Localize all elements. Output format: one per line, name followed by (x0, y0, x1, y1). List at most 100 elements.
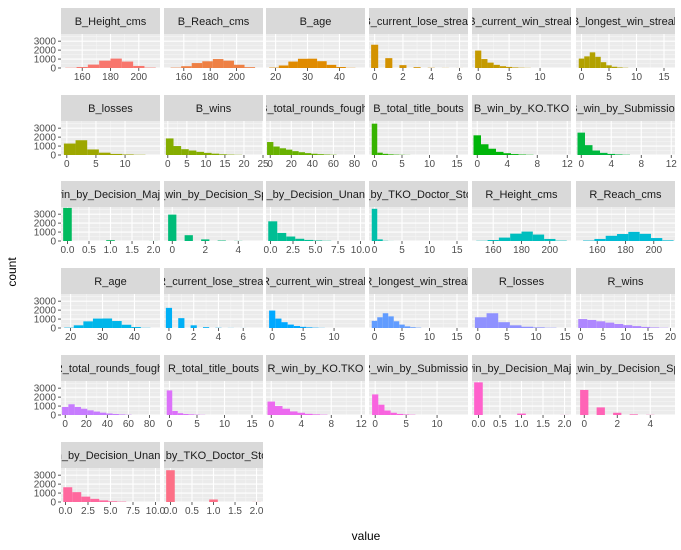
histogram-bar (166, 390, 173, 415)
x-tick-label: 0 (167, 419, 173, 430)
x-tick-label: 0 (372, 159, 378, 170)
histogram-bar (617, 67, 623, 68)
panel-background (369, 381, 468, 415)
y-tick-label: 3000 (34, 471, 57, 482)
facet-panel: R_win_by_Decision_Unanimous 0.0 2.5 5.0 7.5 1… (34, 442, 166, 517)
x-tick-label: 0 (269, 332, 275, 343)
histogram-bar (181, 149, 189, 155)
histogram-bar (110, 58, 122, 68)
histogram-bar (577, 132, 585, 155)
x-tick-label: 20 (65, 332, 77, 343)
facet-panel: B_win_by_Decision_Unanimous 0.0 2.5 5.0 7.5 1… (264, 181, 371, 256)
x-tick-label: 40 (129, 332, 141, 343)
x-tick-label: 0 (372, 245, 378, 256)
x-tick-label: 7.5 (331, 245, 345, 256)
x-tick-label: 5 (399, 332, 405, 343)
x-tick-label: 10 (535, 72, 547, 83)
histogram-bar (377, 239, 383, 241)
x-tick-label: 2.5 (81, 506, 95, 517)
x-tick-label: 5.0 (104, 506, 118, 517)
histogram-bar (474, 317, 487, 328)
facet-panel: R_current_win_streak 0 5 10 (266, 268, 365, 343)
facet-strip (61, 442, 160, 468)
y-tick-label: 3000 (34, 384, 57, 395)
histogram-bar (279, 148, 287, 155)
x-tick-label: 1.5 (228, 506, 242, 517)
y-tick-label: 2000 (34, 133, 57, 144)
facet-strip (576, 181, 675, 207)
facet-strip-label: B_wins (196, 103, 232, 115)
facet-strip-label: B_win_by_Decision_Majority (40, 189, 181, 201)
facet-strip-label: R_age (94, 276, 126, 288)
histogram-bar (628, 231, 640, 241)
x-tick-label: 6 (457, 72, 463, 83)
histogram-bar (177, 413, 184, 415)
histogram-bar (307, 58, 318, 68)
x-tick-label: 0 (62, 419, 68, 430)
histogram-bar (300, 326, 307, 328)
x-tick-label: 5 (606, 72, 612, 83)
histogram-bar (506, 66, 513, 68)
facet-strip-label: B_win_by_KO.TKO (474, 103, 570, 115)
histogram-bar (317, 61, 327, 68)
histogram-bar (63, 487, 73, 502)
panel-background (576, 381, 675, 415)
histogram-bar (396, 413, 404, 415)
y-tick-label: 2000 (34, 46, 57, 57)
histogram-bar (63, 143, 76, 155)
histogram-bar (510, 233, 522, 241)
histogram-bar (293, 326, 301, 328)
y-axis-title: count (5, 257, 19, 287)
x-tick-label: 2 (614, 419, 620, 430)
facet-panel: B_win_by_Decision_Split 0 2 4 (164, 181, 263, 256)
histogram-bar (650, 327, 660, 328)
panel-background (472, 34, 571, 68)
histogram-bar (92, 318, 103, 328)
facet-strip-label: R_total_title_bouts (168, 363, 260, 375)
histogram-bar (173, 146, 182, 155)
histogram-bar (399, 65, 407, 68)
facet-strip (164, 442, 263, 468)
x-tick-label: 1.0 (515, 419, 529, 430)
x-tick-label: 25 (257, 159, 269, 170)
histogram-bar (650, 238, 663, 241)
x-tick-label: 12 (562, 159, 574, 170)
x-tick-label: 0.0 (472, 419, 486, 430)
histogram-bar (487, 240, 499, 241)
facet-strip (576, 268, 675, 294)
facet-panel: B_wins 0 5 10 15 20 25 (164, 95, 269, 170)
x-tick-label: 160 (589, 245, 606, 256)
y-tick-label: 0 (50, 151, 56, 162)
facet-panel: B_age 20 30 40 (266, 8, 365, 83)
histogram-bar (606, 65, 612, 68)
x-tick-label: 0.0 (59, 506, 73, 517)
facet-strip (369, 268, 468, 294)
x-tick-label: 20 (81, 419, 93, 430)
x-tick-label: 15 (560, 332, 572, 343)
facet-strip (164, 268, 263, 294)
x-tick-label: 10 (432, 419, 444, 430)
facet-strip-label: B_age (300, 16, 332, 28)
facet-strip-label: R_win_by_Submission (363, 363, 474, 375)
facet-strip-label: B_total_rounds_fought (260, 103, 371, 115)
facet-panel: B_longest_win_streak 0 5 10 15 (576, 8, 675, 83)
facet-strip-label: B_win_by_TKO_Doctor_Stoppage (334, 189, 502, 201)
histogram-bar (201, 239, 210, 241)
x-tick-label: 0 (475, 72, 481, 83)
x-tick-label: 0 (579, 72, 585, 83)
x-tick-label: 180 (102, 72, 119, 83)
histogram-bar (509, 325, 522, 328)
histogram-bar (403, 414, 410, 415)
histogram-bar (188, 150, 197, 155)
x-tick-label: 0.0 (164, 506, 178, 517)
facet-strip-label: R_current_lose_streak (158, 276, 269, 288)
y-tick-label: 1000 (34, 228, 57, 239)
x-tick-label: 5 (93, 159, 99, 170)
histogram-bar (498, 322, 510, 328)
histogram-bar (481, 144, 489, 155)
x-tick-label: 10.0 (146, 506, 166, 517)
facet-strip-label: R_wins (607, 276, 644, 288)
histogram-bar (76, 67, 88, 68)
x-tick-label: 0 (475, 332, 481, 343)
x-tick-label: 5 (504, 332, 510, 343)
